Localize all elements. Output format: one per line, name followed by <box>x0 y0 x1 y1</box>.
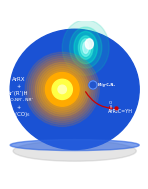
Text: Ar’(R’)H: Ar’(R’)H <box>7 91 29 96</box>
Ellipse shape <box>81 39 91 56</box>
Ellipse shape <box>58 85 66 94</box>
Ellipse shape <box>27 54 97 124</box>
Text: +: + <box>16 105 20 110</box>
Ellipse shape <box>83 42 89 53</box>
Ellipse shape <box>85 39 93 49</box>
Ellipse shape <box>41 68 83 110</box>
Ellipse shape <box>13 141 136 161</box>
Ellipse shape <box>33 60 91 118</box>
Text: Ni/g-C₃N₄: Ni/g-C₃N₄ <box>98 83 115 87</box>
Text: ArR₂C=YH: ArR₂C=YH <box>108 109 133 114</box>
Text: ArRX: ArRX <box>12 77 25 82</box>
Ellipse shape <box>35 62 89 116</box>
Circle shape <box>115 107 118 110</box>
Ellipse shape <box>62 20 109 75</box>
Ellipse shape <box>37 64 87 114</box>
Ellipse shape <box>70 27 102 68</box>
Ellipse shape <box>39 67 85 112</box>
Ellipse shape <box>74 31 97 64</box>
Text: Y=O,NR', NR″: Y=O,NR', NR″ <box>4 98 33 102</box>
Ellipse shape <box>10 29 139 149</box>
Ellipse shape <box>43 70 81 108</box>
Ellipse shape <box>10 140 139 151</box>
Ellipse shape <box>25 52 99 126</box>
Ellipse shape <box>29 56 95 122</box>
Text: +: + <box>16 84 20 89</box>
Ellipse shape <box>78 36 93 59</box>
Circle shape <box>89 81 97 89</box>
Ellipse shape <box>31 58 93 120</box>
Text: O
‖
C: O ‖ C <box>109 101 112 113</box>
Ellipse shape <box>45 73 79 106</box>
Ellipse shape <box>52 79 72 99</box>
Text: Mo(CO)₆: Mo(CO)₆ <box>7 112 29 117</box>
